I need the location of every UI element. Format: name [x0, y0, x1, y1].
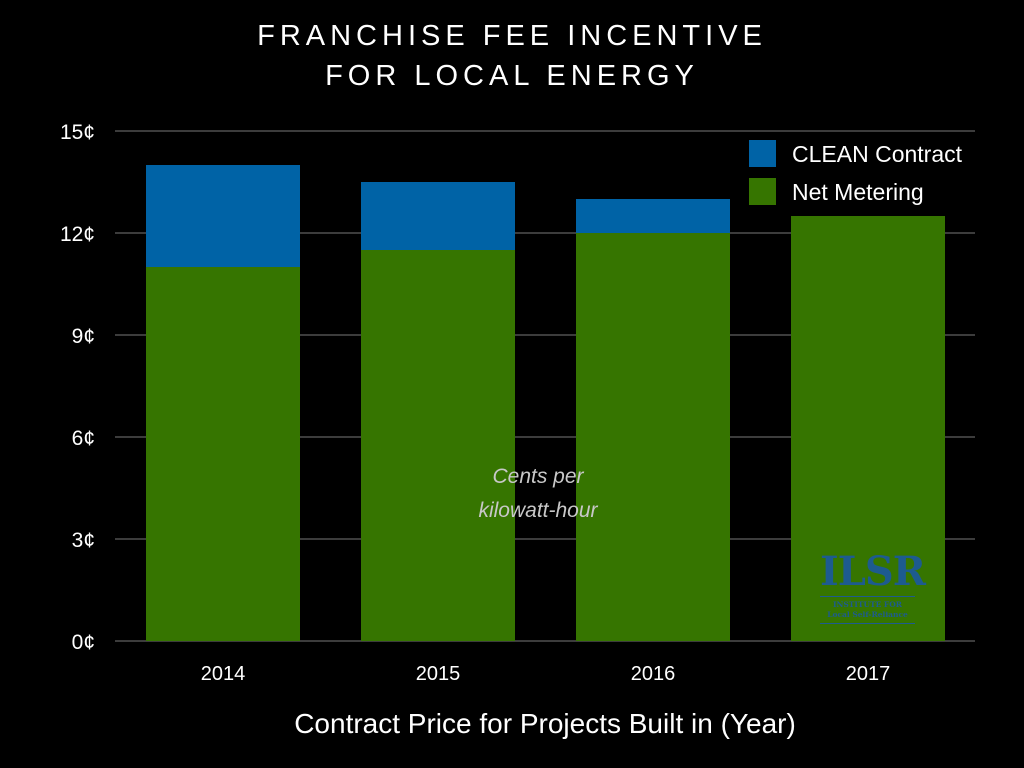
bar-net-metering — [791, 216, 945, 641]
x-tick-label: 2015 — [416, 663, 461, 685]
x-tick-label: 2017 — [846, 663, 891, 685]
legend-label: Net Metering — [792, 179, 924, 205]
x-tick-label: 2014 — [201, 663, 246, 685]
bar-net-metering — [361, 250, 515, 641]
y-tick-label: 0¢ — [72, 631, 95, 654]
legend-label: CLEAN Contract — [792, 141, 963, 167]
x-tick-label: 2016 — [631, 663, 676, 685]
bar-clean-contract — [576, 199, 730, 233]
legend-swatch — [749, 140, 776, 167]
annotation-line-1: Cents per — [492, 465, 584, 488]
y-tick-label: 12¢ — [60, 223, 95, 246]
logo-text: INSTITUTE FOR Local Self-Reliance — [820, 596, 915, 624]
bar-net-metering — [576, 233, 730, 641]
y-tick-label: 15¢ — [60, 121, 95, 144]
chart-title-line-2: FOR LOCAL ENERGY — [325, 60, 699, 92]
unit-annotation: Cents per kilowatt-hour — [438, 460, 638, 528]
ilsr-logo: ILSR INSTITUTE FOR Local Self-Reliance — [820, 548, 926, 624]
x-axis-label: Contract Price for Projects Built in (Ye… — [294, 708, 796, 739]
chart-title-line-1: FRANCHISE FEE INCENTIVE — [257, 20, 767, 52]
y-tick-label: 9¢ — [72, 325, 95, 348]
y-tick-label: 6¢ — [72, 427, 95, 450]
annotation-line-2: kilowatt-hour — [478, 499, 598, 522]
y-tick-label: 3¢ — [72, 529, 95, 552]
bar-net-metering — [146, 267, 300, 641]
bar-clean-contract — [361, 182, 515, 250]
legend-swatch — [749, 178, 776, 205]
bar-clean-contract — [146, 165, 300, 267]
logo-mark: ILSR — [820, 548, 926, 595]
